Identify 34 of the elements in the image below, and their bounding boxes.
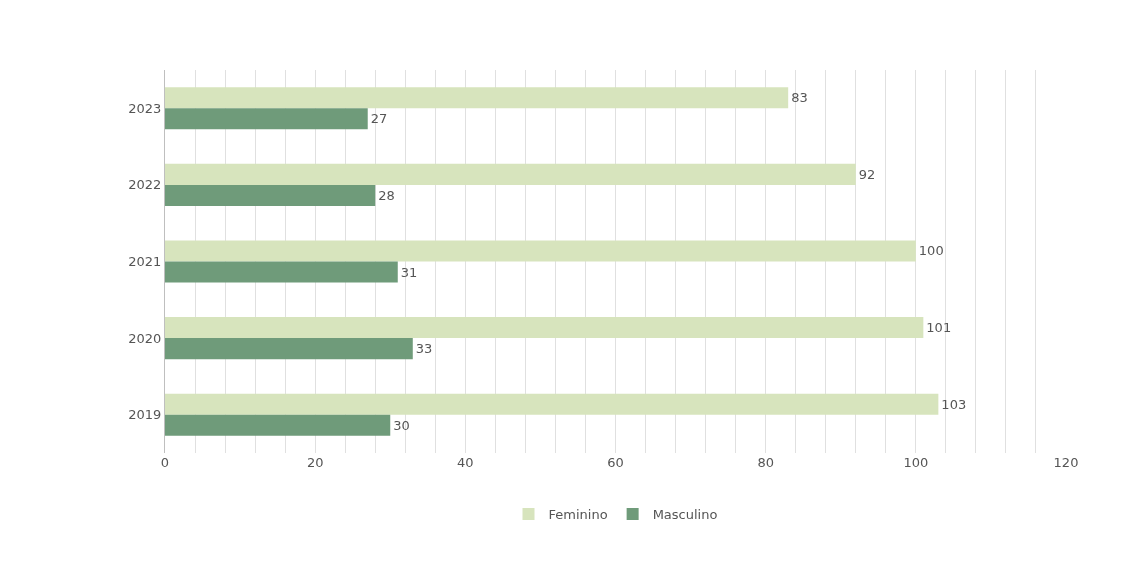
data-label: 28: [378, 187, 395, 203]
x-tick-label: 40: [457, 455, 474, 470]
x-tick-label: 120: [1053, 455, 1079, 470]
bar: [165, 108, 368, 130]
y-tick-label: 2023: [128, 100, 162, 116]
data-label: 83: [791, 90, 808, 106]
data-label: 30: [393, 417, 410, 433]
data-label: 27: [370, 111, 388, 127]
bar: [165, 87, 789, 109]
x-tick-label: 100: [903, 455, 929, 470]
bar: [165, 163, 856, 185]
x-tick-label: 0: [160, 455, 170, 470]
data-label: 101: [926, 320, 952, 336]
data-label: 100: [918, 243, 944, 259]
y-tick-label: 2020: [128, 330, 162, 346]
bar: [165, 240, 916, 262]
data-label: 103: [941, 396, 967, 412]
legend-label: Feminino: [548, 506, 608, 522]
data-label: 33: [415, 341, 433, 357]
y-tick-label: 2022: [128, 177, 162, 193]
data-label: 31: [400, 264, 418, 280]
bar: [165, 414, 391, 436]
bar: [165, 338, 413, 360]
x-tick-label: 20: [306, 455, 324, 470]
y-tick-label: 2021: [128, 254, 162, 270]
bar: [165, 393, 939, 415]
legend-label: Masculino: [652, 506, 718, 522]
x-tick-label: 80: [757, 455, 774, 470]
y-tick-label: 2019: [128, 407, 162, 423]
bar: [165, 261, 398, 283]
bar: [165, 184, 376, 206]
bar: [165, 317, 924, 339]
data-label: 92: [858, 166, 876, 182]
x-tick-label: 60: [607, 455, 624, 470]
